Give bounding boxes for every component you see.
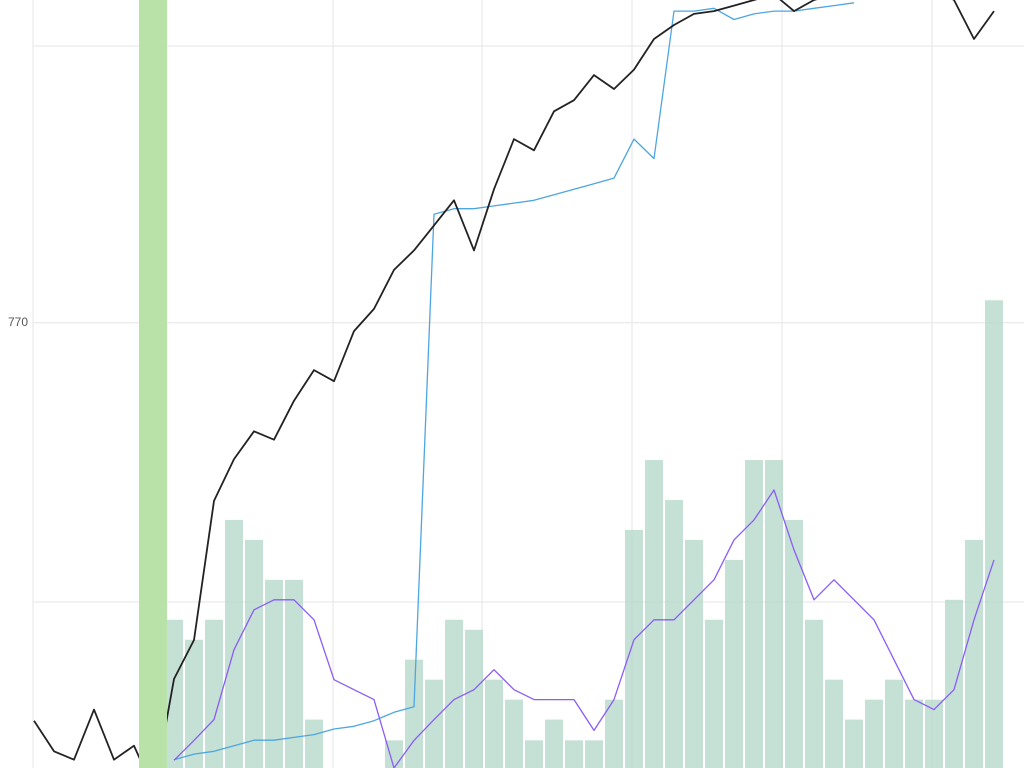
volume-bar <box>965 539 983 768</box>
volume-bar <box>505 699 523 768</box>
volume-bar <box>645 460 663 768</box>
volume-bar <box>185 639 203 768</box>
volume-bar <box>825 679 843 768</box>
volume-bar <box>845 719 863 768</box>
y-tick-label: 770 <box>8 315 28 329</box>
volume-bar <box>885 679 903 768</box>
volume-bar <box>305 719 323 768</box>
volume-bar <box>585 740 603 768</box>
volume-bar <box>245 539 263 768</box>
series-line <box>33 0 995 768</box>
volume-bar <box>605 699 623 768</box>
volume-bar <box>165 619 183 768</box>
volume-bar <box>625 529 643 768</box>
plot-area <box>33 0 1003 768</box>
series-line <box>173 489 995 768</box>
volume-bar <box>745 460 763 768</box>
volume-bar <box>265 579 283 768</box>
volume-bar <box>565 740 583 768</box>
volume-bar <box>685 539 703 768</box>
volume-bar <box>725 559 743 768</box>
grid <box>32 0 1024 768</box>
volume-bar <box>905 699 923 768</box>
volume-bar <box>525 740 543 768</box>
volume-bar <box>705 619 723 768</box>
volume-bar <box>545 719 563 768</box>
volume-bar <box>665 499 683 768</box>
volume-bar <box>925 699 943 768</box>
volume-bar <box>765 460 783 768</box>
highlight-band <box>139 0 167 768</box>
volume-bar <box>285 579 303 768</box>
volume-bar <box>205 619 223 768</box>
volume-bar <box>225 519 243 768</box>
volume-bar <box>865 699 883 768</box>
volume-bar <box>425 679 443 768</box>
volume-bar <box>485 679 503 768</box>
volume-bar <box>985 300 1003 768</box>
volume-bar <box>785 519 803 768</box>
volume-bar <box>465 629 483 768</box>
series-line <box>173 2 855 761</box>
volume-bar <box>445 619 463 768</box>
volume-bar <box>945 599 963 768</box>
volume-bar <box>405 659 423 768</box>
volume-bar <box>805 619 823 768</box>
